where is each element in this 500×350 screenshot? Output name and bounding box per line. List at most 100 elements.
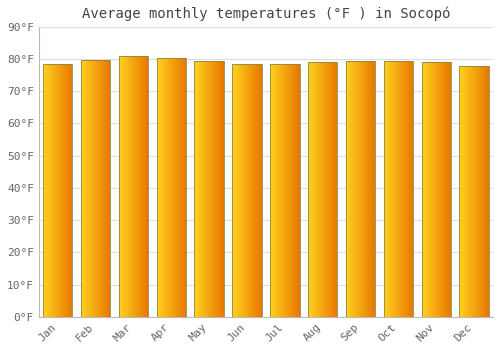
- Bar: [436, 62, 437, 317]
- Bar: [294, 64, 295, 317]
- Bar: [183, 58, 184, 317]
- Bar: [444, 62, 445, 317]
- Bar: [48, 64, 49, 317]
- Bar: [336, 62, 338, 317]
- Bar: [295, 64, 296, 317]
- Bar: [372, 61, 373, 317]
- Bar: [332, 62, 333, 317]
- Bar: [168, 58, 169, 317]
- Bar: [346, 61, 348, 317]
- Bar: [322, 62, 324, 317]
- Bar: [402, 61, 403, 317]
- Bar: [156, 58, 158, 317]
- Bar: [359, 61, 360, 317]
- Bar: [160, 58, 161, 317]
- Bar: [463, 66, 464, 317]
- Bar: [102, 60, 103, 317]
- Bar: [194, 61, 195, 317]
- Bar: [284, 64, 285, 317]
- Bar: [442, 62, 443, 317]
- Bar: [403, 61, 404, 317]
- Bar: [397, 61, 398, 317]
- Bar: [132, 56, 134, 317]
- Bar: [213, 61, 214, 317]
- Bar: [328, 62, 330, 317]
- Bar: [96, 60, 97, 317]
- Bar: [250, 63, 252, 317]
- Bar: [221, 61, 222, 317]
- Bar: [69, 64, 70, 317]
- Bar: [431, 62, 432, 317]
- Bar: [285, 64, 286, 317]
- Bar: [399, 61, 400, 317]
- Bar: [81, 60, 82, 317]
- Bar: [64, 64, 65, 317]
- Bar: [363, 61, 364, 317]
- Bar: [254, 63, 255, 317]
- Bar: [138, 56, 140, 317]
- Bar: [181, 58, 182, 317]
- Bar: [136, 56, 137, 317]
- Bar: [429, 62, 430, 317]
- Bar: [291, 64, 292, 317]
- Bar: [411, 61, 412, 317]
- Bar: [245, 63, 246, 317]
- Bar: [460, 66, 489, 317]
- Bar: [68, 64, 69, 317]
- Bar: [423, 62, 424, 317]
- Bar: [143, 56, 144, 317]
- Bar: [398, 61, 399, 317]
- Bar: [124, 56, 126, 317]
- Bar: [298, 64, 299, 317]
- Bar: [358, 61, 359, 317]
- Bar: [246, 63, 247, 317]
- Bar: [373, 61, 374, 317]
- Bar: [104, 60, 105, 317]
- Bar: [430, 62, 431, 317]
- Bar: [406, 61, 408, 317]
- Bar: [88, 60, 89, 317]
- Bar: [71, 64, 72, 317]
- Bar: [476, 66, 477, 317]
- Bar: [408, 61, 409, 317]
- Bar: [366, 61, 367, 317]
- Bar: [86, 60, 88, 317]
- Bar: [234, 63, 235, 317]
- Bar: [308, 62, 338, 317]
- Bar: [128, 56, 129, 317]
- Bar: [84, 60, 86, 317]
- Bar: [320, 62, 321, 317]
- Bar: [449, 62, 450, 317]
- Bar: [270, 64, 271, 317]
- Bar: [288, 64, 290, 317]
- Bar: [141, 56, 142, 317]
- Bar: [435, 62, 436, 317]
- Bar: [144, 56, 146, 317]
- Bar: [440, 62, 442, 317]
- Bar: [247, 63, 248, 317]
- Bar: [281, 64, 282, 317]
- Bar: [390, 61, 391, 317]
- Bar: [311, 62, 312, 317]
- Bar: [163, 58, 164, 317]
- Bar: [90, 60, 91, 317]
- Bar: [244, 63, 245, 317]
- Bar: [91, 60, 92, 317]
- Bar: [428, 62, 429, 317]
- Bar: [471, 66, 472, 317]
- Bar: [360, 61, 362, 317]
- Bar: [206, 61, 207, 317]
- Bar: [396, 61, 397, 317]
- Bar: [279, 64, 280, 317]
- Bar: [472, 66, 474, 317]
- Bar: [127, 56, 128, 317]
- Bar: [249, 63, 250, 317]
- Bar: [367, 61, 368, 317]
- Bar: [134, 56, 135, 317]
- Bar: [45, 64, 46, 317]
- Bar: [410, 61, 411, 317]
- Bar: [142, 56, 143, 317]
- Bar: [475, 66, 476, 317]
- Bar: [121, 56, 122, 317]
- Bar: [287, 64, 288, 317]
